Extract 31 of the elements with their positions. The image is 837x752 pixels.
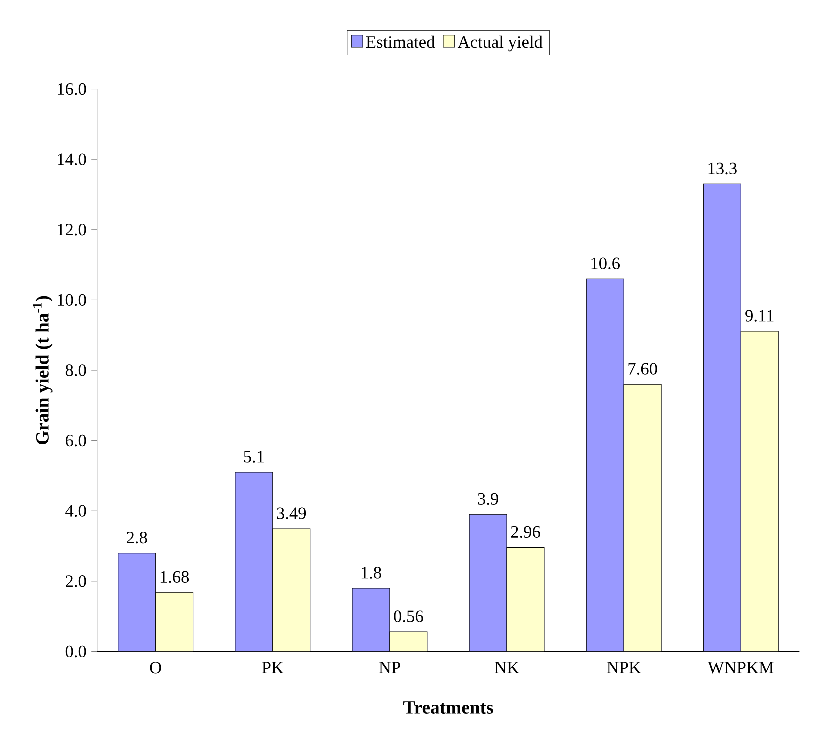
y-tick-label: 8.0 [66, 364, 86, 377]
legend-label: Actual yield [458, 36, 543, 52]
data-label: 13.3 [708, 163, 737, 175]
data-label: 3.49 [277, 508, 306, 520]
y-tick-label: 2.0 [66, 576, 86, 588]
data-label: 1.8 [362, 567, 382, 580]
x-tick-label: WNPKM [708, 662, 774, 674]
y-tick-label: 16.0 [58, 84, 86, 96]
y-tick-label: 12.0 [58, 224, 86, 236]
x-tick-label: NP [379, 662, 400, 674]
data-label: 10.6 [592, 258, 620, 270]
y-axis-title: Grain yield (t ha$^{-1}$) [33, 296, 53, 445]
data-label: 0.56 [394, 610, 424, 623]
data-label: 1.68 [160, 571, 190, 584]
data-label: 3.9 [478, 493, 498, 506]
x-tick-label: NPK [607, 662, 642, 674]
y-tick-label: 6.0 [66, 435, 86, 447]
legend-label: Estimated [366, 36, 436, 48]
data-label: 2.96 [511, 526, 540, 538]
x-tick-label: NK [495, 662, 520, 674]
y-tick-label: 14.0 [58, 154, 86, 166]
data-label: 2.8 [127, 532, 148, 544]
data-label: 5.1 [244, 451, 264, 464]
data-label: 9.11 [746, 310, 774, 322]
x-tick-label: PK [262, 662, 284, 674]
y-tick-label: 10.0 [58, 294, 86, 306]
y-tick-label: 4.0 [66, 505, 86, 518]
y-tick-label: 0.0 [66, 646, 86, 658]
x-axis-title: Treatments [404, 702, 494, 714]
x-tick-label: O [150, 662, 162, 674]
data-label: 7.60 [628, 363, 658, 376]
